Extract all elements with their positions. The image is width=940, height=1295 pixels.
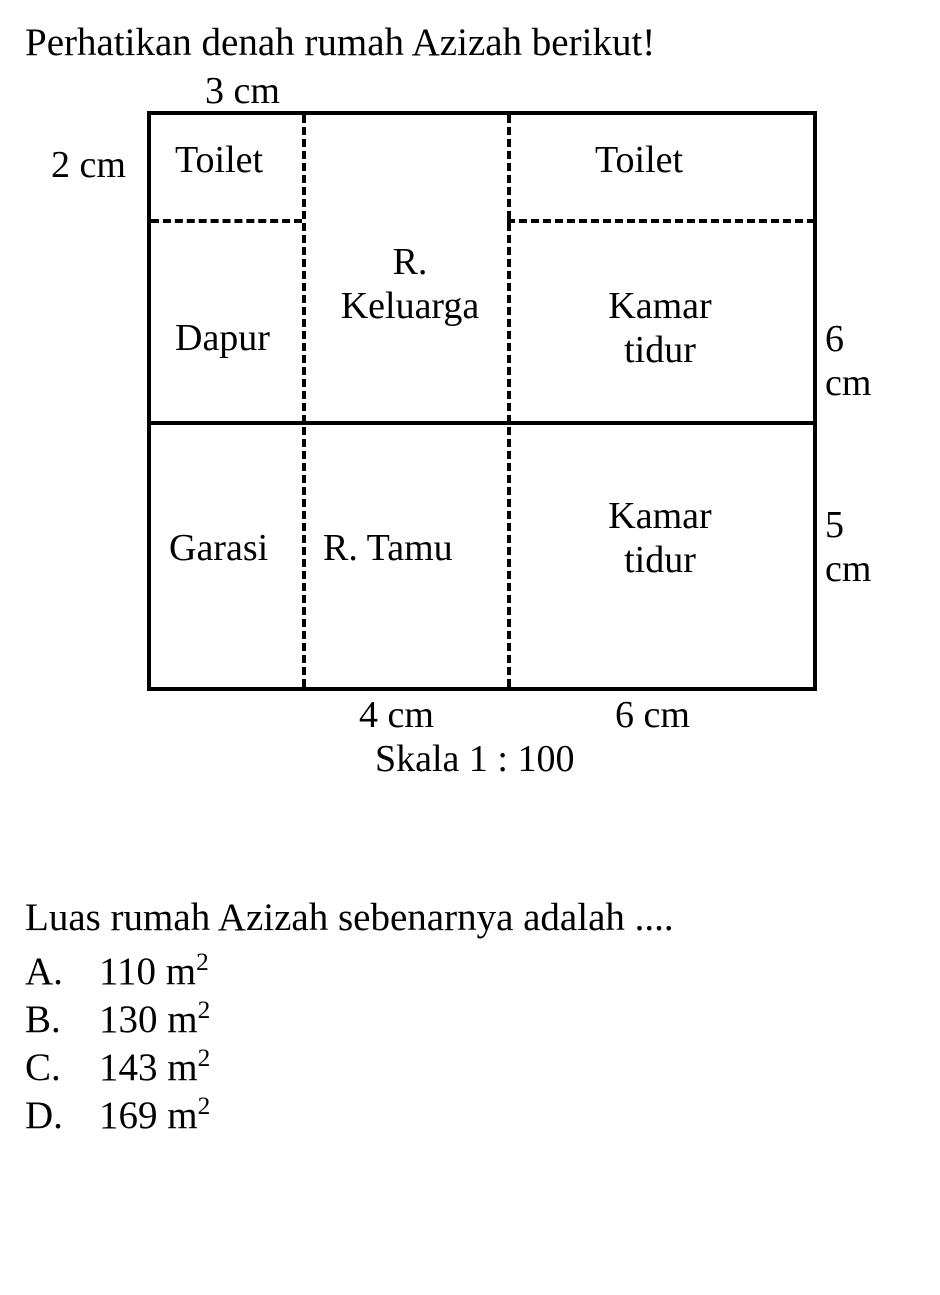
room-kamar1: Kamar tidur [585, 285, 735, 372]
plan-mid-divider [147, 421, 817, 425]
room-garasi: Garasi [169, 527, 268, 571]
choice-c-letter: C. [25, 1045, 99, 1090]
room-keluarga-line2: Keluarga [341, 285, 480, 327]
floor-plan-figure: 3 cm 2 cm 6 cm 5 cm 4 cm 6 cm Toilet Toi… [95, 71, 885, 801]
choice-a-value: 110 m2 [99, 948, 209, 994]
plan-outline [147, 111, 817, 691]
choice-c-value: 143 m2 [99, 1044, 210, 1090]
choice-b: B. 130 m2 [25, 996, 915, 1042]
room-dapur: Dapur [175, 317, 270, 361]
page-title: Perhatikan denah rumah Azizah berikut! [25, 20, 915, 65]
room-keluarga: R. Keluarga [325, 241, 495, 328]
room-toilet2: Toilet [595, 139, 683, 183]
plan-dash-v-right [507, 115, 511, 687]
room-kamar2: Kamar tidur [585, 495, 735, 582]
choice-d-value: 169 m2 [99, 1092, 210, 1138]
choice-a: A. 110 m2 [25, 948, 915, 994]
choice-b-value: 130 m2 [99, 996, 210, 1042]
room-rtamu: R. Tamu [323, 527, 453, 571]
room-keluarga-line1: R. [393, 241, 428, 283]
dim-3cm: 3 cm [205, 69, 280, 113]
choice-d-letter: D. [25, 1093, 99, 1138]
dim-6cm: 6 cm [825, 317, 885, 405]
choice-b-letter: B. [25, 997, 99, 1042]
choice-a-letter: A. [25, 949, 99, 994]
dim-6cm-bottom: 6 cm [615, 693, 690, 737]
room-kamar2-line2: tidur [624, 539, 696, 581]
choice-d: D. 169 m2 [25, 1092, 915, 1138]
question-text: Luas rumah Azizah sebenarnya adalah .... [25, 895, 915, 940]
dim-5cm: 5 cm [825, 503, 885, 591]
scale-label: Skala 1 : 100 [375, 737, 574, 781]
dim-2cm: 2 cm [51, 143, 126, 187]
room-kamar1-line1: Kamar [608, 285, 711, 327]
choice-c: C. 143 m2 [25, 1044, 915, 1090]
answer-choices: A. 110 m2 B. 130 m2 C. 143 m2 D. 169 m2 [25, 948, 915, 1138]
room-kamar1-line2: tidur [624, 329, 696, 371]
plan-dash-toilet2-bottom [507, 219, 815, 223]
plan-dash-v-left [302, 115, 306, 687]
room-kamar2-line1: Kamar [608, 495, 711, 537]
plan-dash-toilet1-bottom [151, 219, 302, 223]
room-toilet1: Toilet [175, 139, 263, 183]
dim-4cm: 4 cm [359, 693, 434, 737]
